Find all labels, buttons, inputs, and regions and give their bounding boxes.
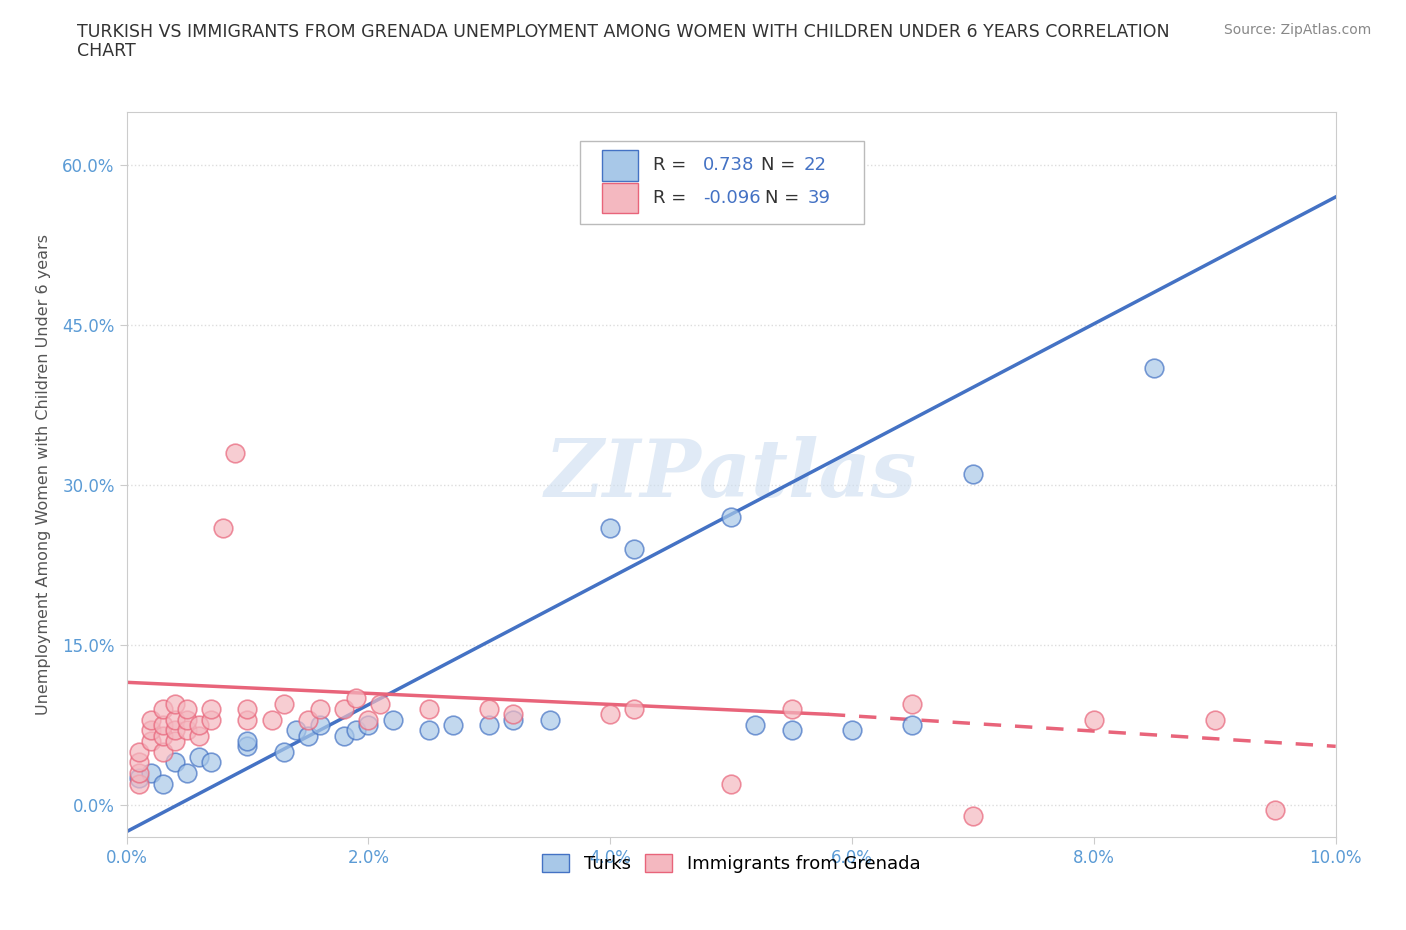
Point bbox=[1083, 712, 1105, 727]
Text: 22: 22 bbox=[804, 156, 827, 174]
Point bbox=[200, 712, 222, 727]
Point bbox=[163, 723, 186, 737]
Point bbox=[163, 755, 186, 770]
Point bbox=[841, 723, 863, 737]
Point bbox=[297, 728, 319, 743]
Point bbox=[128, 755, 150, 770]
Point bbox=[623, 701, 645, 716]
Point bbox=[128, 765, 150, 780]
Point bbox=[418, 701, 440, 716]
Point bbox=[478, 718, 501, 733]
Point bbox=[901, 697, 924, 711]
Point bbox=[139, 712, 162, 727]
Point bbox=[381, 712, 404, 727]
Point bbox=[188, 750, 211, 764]
Text: N =: N = bbox=[765, 189, 806, 206]
Point bbox=[1264, 803, 1286, 817]
Point bbox=[152, 744, 174, 759]
Point bbox=[152, 777, 174, 791]
Point bbox=[284, 723, 307, 737]
Point bbox=[780, 723, 803, 737]
Point bbox=[478, 701, 501, 716]
Point bbox=[128, 777, 150, 791]
Point bbox=[744, 718, 766, 733]
Point bbox=[780, 701, 803, 716]
Text: ZIPatlas: ZIPatlas bbox=[546, 435, 917, 513]
Point bbox=[1204, 712, 1226, 727]
Text: 39: 39 bbox=[807, 189, 831, 206]
Point bbox=[599, 520, 621, 535]
Point bbox=[273, 697, 295, 711]
Point bbox=[139, 723, 162, 737]
Point bbox=[418, 723, 440, 737]
Text: CHART: CHART bbox=[77, 42, 136, 60]
Point bbox=[176, 765, 198, 780]
Text: N =: N = bbox=[762, 156, 801, 174]
Point bbox=[152, 701, 174, 716]
Point bbox=[224, 445, 246, 460]
Point bbox=[344, 691, 367, 706]
Point bbox=[720, 510, 742, 525]
Point bbox=[163, 697, 186, 711]
Point bbox=[236, 701, 259, 716]
Point bbox=[297, 712, 319, 727]
Legend: Turks, Immigrants from Grenada: Turks, Immigrants from Grenada bbox=[534, 846, 928, 880]
Point bbox=[152, 728, 174, 743]
Point bbox=[333, 701, 356, 716]
Point bbox=[236, 734, 259, 749]
Point bbox=[212, 520, 235, 535]
Point bbox=[200, 701, 222, 716]
Point bbox=[163, 712, 186, 727]
Point bbox=[962, 467, 984, 482]
Text: R =: R = bbox=[652, 156, 692, 174]
Point bbox=[370, 697, 392, 711]
Point bbox=[236, 712, 259, 727]
Point bbox=[128, 744, 150, 759]
Point bbox=[188, 728, 211, 743]
Point bbox=[309, 718, 332, 733]
Point bbox=[176, 723, 198, 737]
Point bbox=[176, 701, 198, 716]
Point bbox=[188, 718, 211, 733]
Text: TURKISH VS IMMIGRANTS FROM GRENADA UNEMPLOYMENT AMONG WOMEN WITH CHILDREN UNDER : TURKISH VS IMMIGRANTS FROM GRENADA UNEMP… bbox=[77, 23, 1170, 41]
Point bbox=[1143, 360, 1166, 375]
Point bbox=[441, 718, 464, 733]
Point bbox=[139, 765, 162, 780]
Point bbox=[309, 701, 332, 716]
Point bbox=[538, 712, 561, 727]
FancyBboxPatch shape bbox=[602, 182, 638, 213]
Point bbox=[273, 744, 295, 759]
Point bbox=[623, 541, 645, 556]
Point bbox=[260, 712, 283, 727]
Point bbox=[200, 755, 222, 770]
Point bbox=[502, 712, 524, 727]
Point bbox=[502, 707, 524, 722]
Point bbox=[599, 707, 621, 722]
Text: R =: R = bbox=[652, 189, 692, 206]
Y-axis label: Unemployment Among Women with Children Under 6 years: Unemployment Among Women with Children U… bbox=[37, 233, 51, 715]
Point bbox=[357, 712, 380, 727]
Text: 0.738: 0.738 bbox=[703, 156, 755, 174]
Point bbox=[236, 738, 259, 753]
Point bbox=[176, 712, 198, 727]
Text: Source: ZipAtlas.com: Source: ZipAtlas.com bbox=[1223, 23, 1371, 37]
Point bbox=[333, 728, 356, 743]
Point bbox=[128, 771, 150, 786]
Point bbox=[962, 808, 984, 823]
Point bbox=[901, 718, 924, 733]
Point bbox=[357, 718, 380, 733]
Point bbox=[720, 777, 742, 791]
Point bbox=[163, 734, 186, 749]
FancyBboxPatch shape bbox=[581, 140, 865, 224]
Point bbox=[152, 718, 174, 733]
Text: -0.096: -0.096 bbox=[703, 189, 761, 206]
Point bbox=[344, 723, 367, 737]
FancyBboxPatch shape bbox=[602, 150, 638, 180]
Point bbox=[139, 734, 162, 749]
